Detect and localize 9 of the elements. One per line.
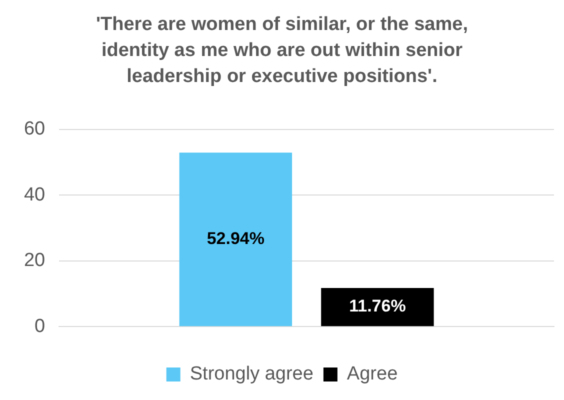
data-label: 11.76% bbox=[349, 296, 406, 316]
y-tick-label: 40 bbox=[24, 184, 46, 206]
legend-label: Strongly agree bbox=[190, 364, 314, 385]
y-tick-label: 20 bbox=[24, 250, 46, 272]
data-label: 52.94% bbox=[206, 229, 265, 248]
chart-title: 'There are women of similar, or the same, identity as me who are out within senior leadership or executive positions'. bbox=[95, 13, 469, 89]
y-tick-label: 60 bbox=[24, 118, 46, 140]
legend-label: Agree bbox=[346, 364, 398, 385]
y-tick-label: 0 bbox=[34, 316, 46, 337]
